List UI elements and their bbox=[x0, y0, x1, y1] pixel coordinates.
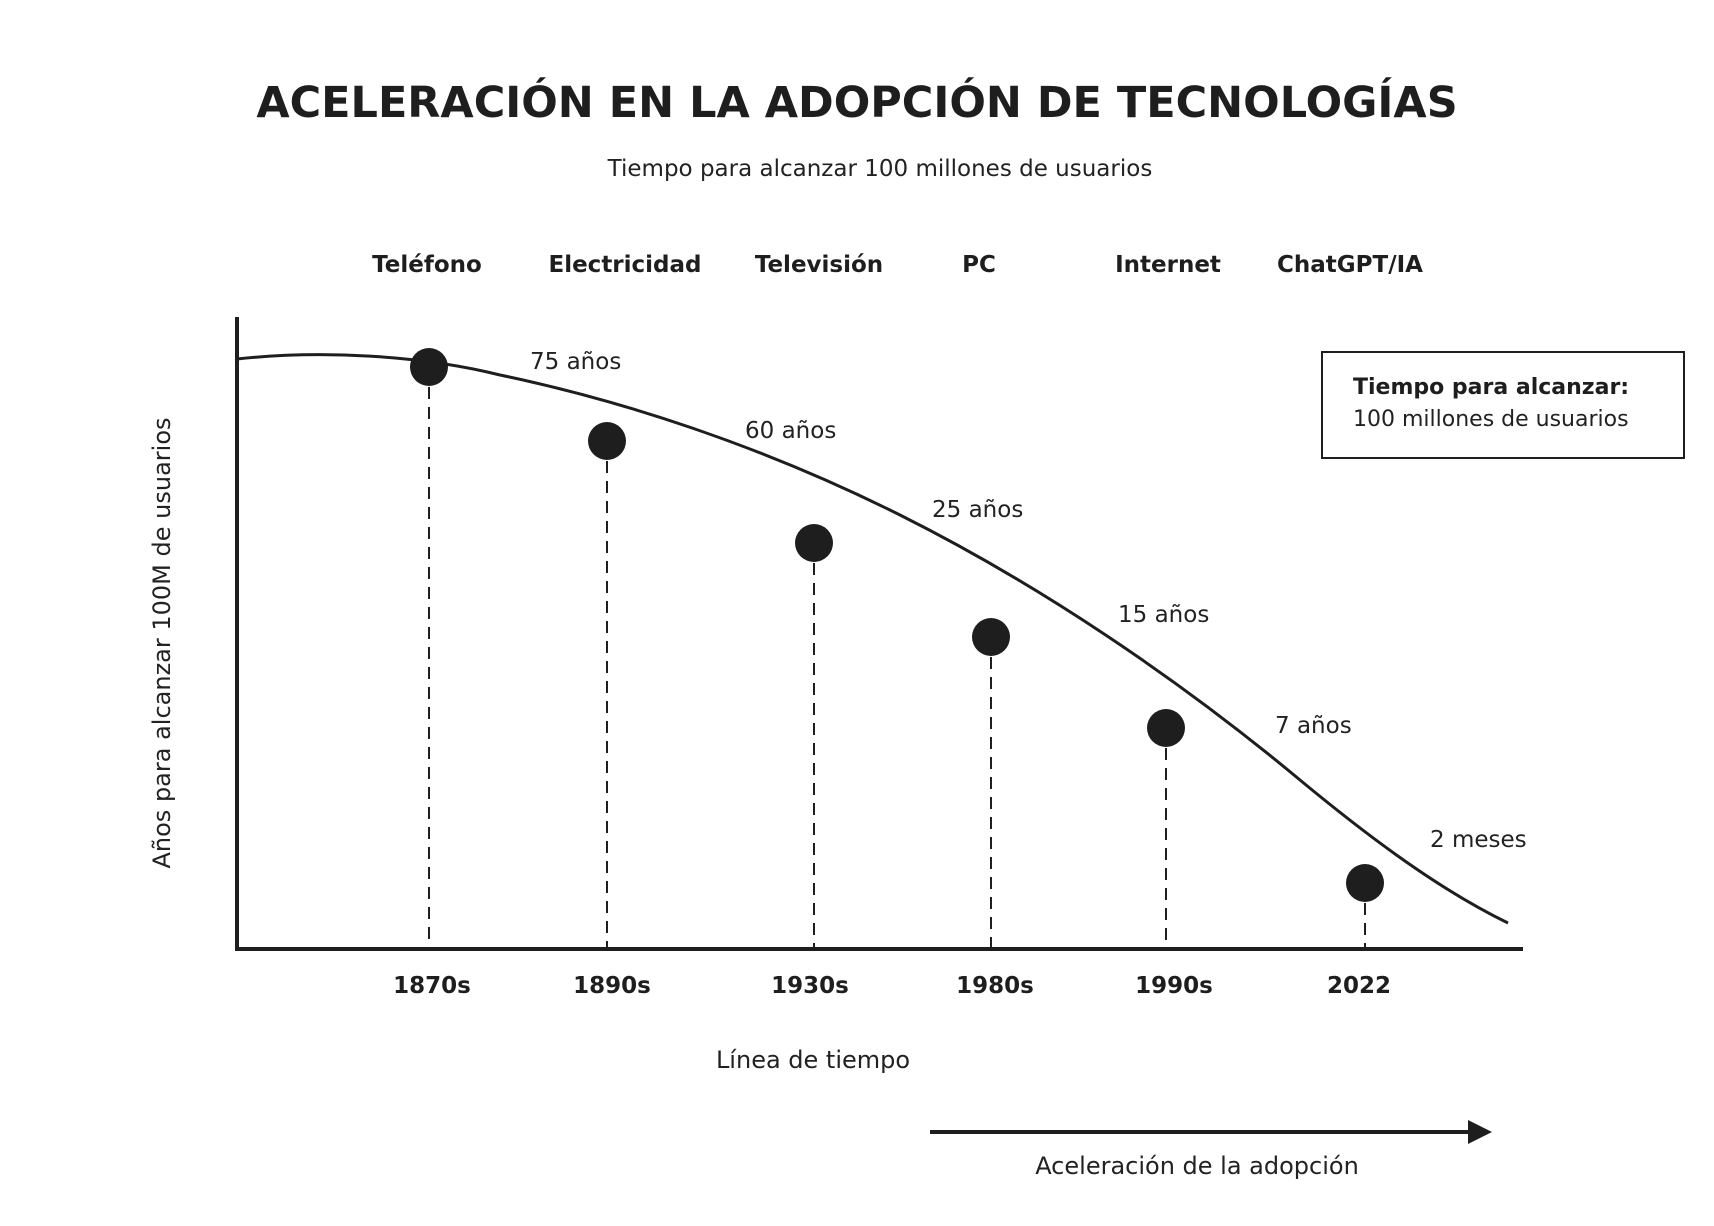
arrow-head bbox=[1468, 1120, 1492, 1144]
category-label: PC bbox=[962, 252, 996, 278]
value-label: 15 años bbox=[1118, 602, 1209, 628]
y-axis-label: Años para alcanzar 100M de usuarios bbox=[148, 417, 176, 868]
value-label: 60 años bbox=[745, 418, 836, 444]
trend-curve bbox=[236, 353, 1509, 925]
data-point bbox=[1346, 864, 1384, 902]
x-axis-label: Línea de tiempo bbox=[716, 1046, 910, 1074]
value-labels: 75 años 60 años 25 años 15 años 7 años 2 mese… bbox=[530, 349, 1527, 853]
value-label: 2 meses bbox=[1430, 827, 1527, 853]
value-label: 7 años bbox=[1275, 713, 1352, 739]
value-label: 75 años bbox=[530, 349, 621, 375]
chart-subtitle: Tiempo para alcanzar 100 millones de usu… bbox=[607, 156, 1153, 182]
x-tick-label: 1990s bbox=[1135, 973, 1213, 999]
category-labels: Teléfono Electricidad Televisión PC Internet… bbox=[372, 252, 1423, 278]
category-label: ChatGPT/IA bbox=[1277, 252, 1423, 278]
category-label: Internet bbox=[1115, 252, 1221, 278]
x-tick-label: 2022 bbox=[1327, 973, 1391, 999]
legend-title: Tiempo para alcanzar: bbox=[1353, 375, 1629, 400]
legend-text: 100 millones de usuarios bbox=[1353, 407, 1629, 432]
acceleration-arrow: Aceleración de la adopción bbox=[930, 1120, 1492, 1180]
x-tick-label: 1930s bbox=[771, 973, 849, 999]
legend-frame bbox=[1321, 351, 1685, 459]
acceleration-annotation: Aceleración de la adopción bbox=[1035, 1152, 1359, 1180]
chart-title: ACELERACIÓN EN LA ADOPCIÓN DE TECNOLOGÍA… bbox=[256, 77, 1457, 128]
data-point bbox=[410, 348, 448, 386]
drop-lines bbox=[428, 387, 1366, 947]
data-points bbox=[410, 348, 1384, 902]
data-point bbox=[1147, 709, 1185, 747]
data-point bbox=[588, 422, 626, 460]
x-tick-label: 1980s bbox=[956, 973, 1034, 999]
legend-box: Tiempo para alcanzar: 100 millones de us… bbox=[1321, 351, 1685, 459]
category-label: Teléfono bbox=[372, 252, 482, 278]
data-point bbox=[972, 618, 1010, 656]
category-label: Electricidad bbox=[548, 252, 701, 278]
category-label: Televisión bbox=[755, 252, 883, 278]
value-label: 25 años bbox=[932, 497, 1023, 523]
x-tick-label: 1890s bbox=[573, 973, 651, 999]
x-tick-labels: 1870s 1890s 1930s 1980s 1990s 2022 bbox=[393, 973, 1391, 999]
data-point bbox=[795, 524, 833, 562]
x-tick-label: 1870s bbox=[393, 973, 471, 999]
